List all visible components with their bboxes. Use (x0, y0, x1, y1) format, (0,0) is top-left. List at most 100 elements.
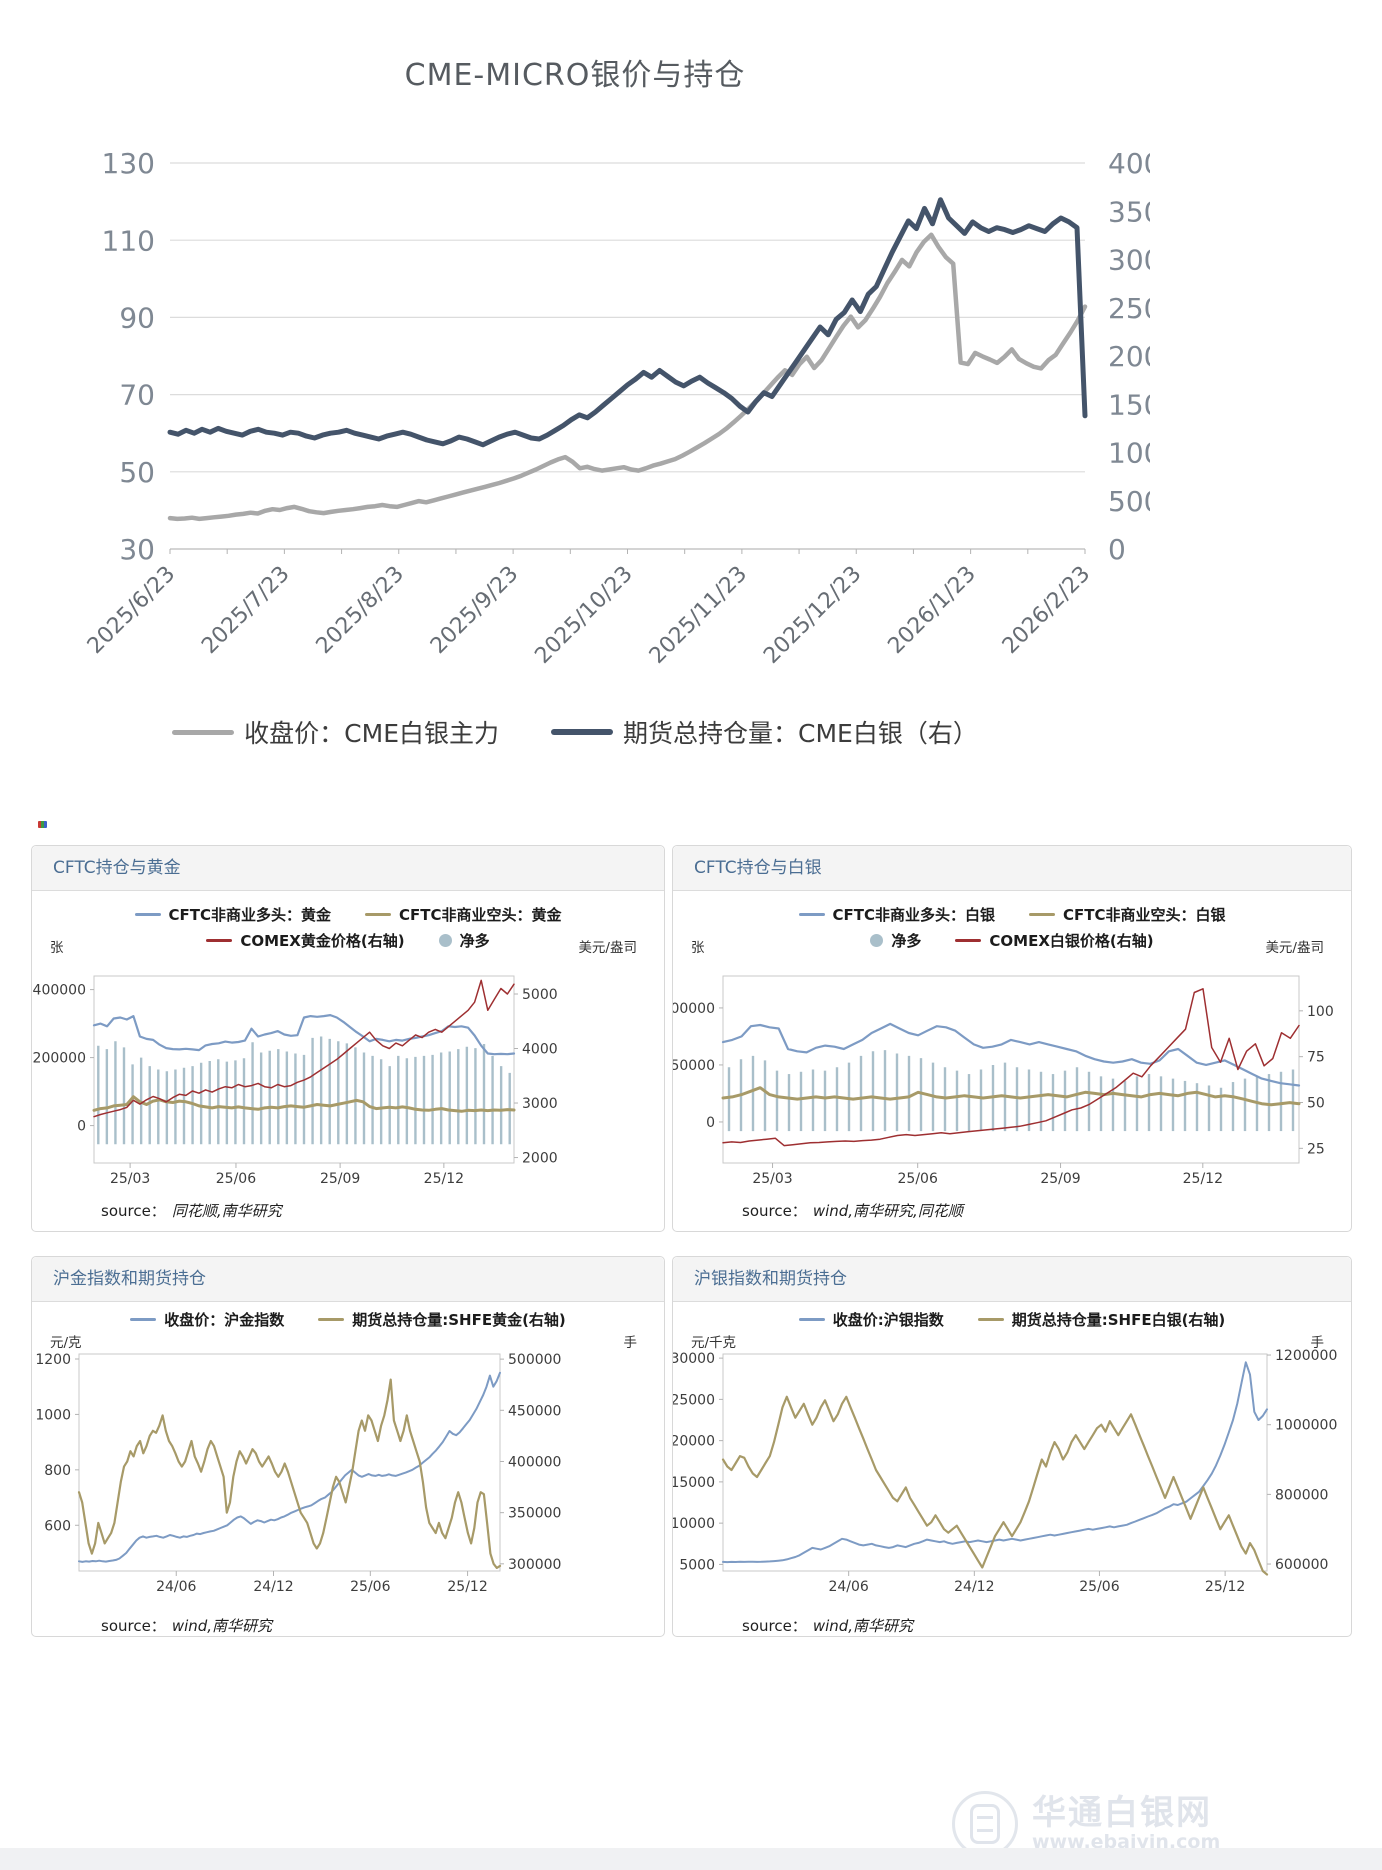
legend-item-open-interest: 期货总持仓量:SHFE黄金(右轴) (318, 1309, 566, 1330)
legend-item-index: 收盘价：沪金指数 (130, 1309, 284, 1330)
cftc-gold-chart: 25/03 25/06 25/09 25/12 400000 200000 0 5000 400… (33, 975, 558, 1187)
svg-text:24/06: 24/06 (828, 1579, 868, 1595)
svg-text:0: 0 (77, 1119, 86, 1135)
svg-text:10000: 10000 (673, 1516, 715, 1532)
source-note: source： 同花顺,南华研究 (101, 1200, 282, 1221)
svg-text:25/03: 25/03 (752, 1171, 792, 1187)
source-note: source： wind,南华研究 (742, 1615, 913, 1636)
legend-item-price: COMEX白银价格(右轴) (955, 930, 1154, 951)
svg-text:0: 0 (1108, 533, 1126, 566)
short-line-swatch (1029, 913, 1055, 916)
price-line-swatch (206, 939, 233, 942)
svg-text:24/06: 24/06 (156, 1579, 196, 1595)
panel-title: CFTC持仓与白银 (673, 846, 1351, 891)
svg-text:25/03: 25/03 (110, 1171, 150, 1187)
svg-text:5000: 5000 (1108, 485, 1150, 518)
main-chart-title: CME-MICRO银价与持仓 (404, 58, 746, 93)
svg-text:25/09: 25/09 (320, 1171, 360, 1187)
open-interest-line-swatch (551, 729, 613, 735)
legend-label: 收盘价：沪金指数 (164, 1311, 285, 1329)
short-line-swatch (365, 913, 391, 916)
index-line-swatch (130, 1318, 157, 1321)
svg-text:600000: 600000 (1275, 1557, 1328, 1573)
panel-legend-row: CFTC非商业多头：白银 CFTC非商业空头：白银 (673, 904, 1351, 925)
svg-text:20000: 20000 (1108, 340, 1150, 373)
svg-text:0: 0 (706, 1115, 715, 1131)
svg-text:1000: 1000 (35, 1407, 71, 1423)
legend-label: 期货总持仓量:SHFE白银(右轴) (1011, 1311, 1226, 1329)
left-axis-unit: 张 (691, 940, 705, 956)
svg-text:25/06: 25/06 (350, 1579, 390, 1595)
shfe-silver-chart: 24/06 24/12 25/06 25/12 30000 25000 20000 15000… (673, 1349, 1337, 1595)
panel-title: 沪银指数和期货持仓 (673, 1257, 1351, 1302)
svg-text:2025/6/23: 2025/6/23 (83, 562, 180, 659)
panel-legend-row: CFTC非商业多头：黄金 CFTC非商业空头：黄金 (32, 904, 664, 925)
svg-text:10000: 10000 (1108, 437, 1150, 470)
legend-label: CFTC非商业多头：白银 (832, 906, 996, 924)
svg-text:5000: 5000 (679, 1557, 715, 1573)
svg-text:2025/11/23: 2025/11/23 (645, 562, 752, 669)
left-axis-unit: 元/千克 (691, 1335, 737, 1351)
panel-title: 沪金指数和期货持仓 (32, 1257, 664, 1302)
svg-text:500000: 500000 (508, 1352, 561, 1368)
svg-text:25/12: 25/12 (424, 1171, 464, 1187)
legend-label: 收盘价:沪银指数 (832, 1311, 944, 1329)
source-label: source： (742, 1617, 807, 1635)
right-axis-unit: 美元/盎司 (578, 940, 637, 956)
svg-text:70: 70 (119, 379, 155, 412)
svg-text:200000: 200000 (33, 1051, 86, 1067)
svg-text:2025/7/23: 2025/7/23 (197, 562, 294, 659)
panel-cftc-silver: CFTC持仓与白银 CFTC非商业多头：白银 CFTC非商业空头：白银 净多 C… (672, 845, 1352, 1232)
panel-shfe-gold: 沪金指数和期货持仓 收盘价：沪金指数 期货总持仓量:SHFE黄金(右轴) 元/克… (31, 1256, 665, 1637)
legend-label: COMEX黄金价格(右轴) (240, 932, 405, 950)
source-value: 同花顺,南华研究 (171, 1202, 282, 1220)
svg-text:75: 75 (1307, 1050, 1325, 1066)
chart-panels-grid: CFTC持仓与黄金 CFTC非商业多头：黄金 CFTC非商业空头：黄金 COME… (31, 845, 1352, 1637)
svg-text:25000: 25000 (673, 1392, 715, 1408)
source-note: source： wind,南华研究,同花顺 (742, 1200, 963, 1221)
svg-text:25/12: 25/12 (447, 1579, 487, 1595)
legend-item-long: CFTC非商业多头：白银 (798, 904, 996, 925)
svg-text:24/12: 24/12 (954, 1579, 994, 1595)
legend-label: CFTC非商业空头：黄金 (399, 906, 562, 924)
svg-text:1000000: 1000000 (1275, 1418, 1337, 1434)
open-interest-line-swatch (318, 1318, 345, 1321)
price-line-swatch (955, 939, 982, 942)
svg-text:24/12: 24/12 (253, 1579, 293, 1595)
svg-text:50: 50 (1307, 1096, 1325, 1112)
panel-legend-row: 收盘价:沪银指数 期货总持仓量:SHFE白银(右轴) (673, 1309, 1351, 1330)
svg-text:350000: 350000 (508, 1506, 561, 1522)
legend-item-price: COMEX黄金价格(右轴) (206, 930, 405, 951)
net-long-circle-swatch (870, 934, 884, 947)
tiny-color-icon (38, 821, 47, 828)
svg-text:30000: 30000 (1108, 244, 1150, 277)
legend-label: CFTC非商业多头：黄金 (168, 906, 332, 924)
source-label: source： (742, 1202, 807, 1220)
legend-item-net-long: 净多 (870, 930, 921, 951)
legend-item-index: 收盘价:沪银指数 (798, 1309, 944, 1330)
cftc-silver-chart: 25/03 25/06 25/09 25/12 100000 50000 0 100 75 50 2… (673, 975, 1334, 1187)
svg-text:25/06: 25/06 (216, 1171, 256, 1187)
legend-label: 净多 (459, 932, 490, 950)
legend-label: 净多 (891, 932, 922, 950)
svg-text:30000: 30000 (673, 1351, 715, 1367)
panel-legend-row: 净多 COMEX白银价格(右轴) (673, 930, 1351, 951)
source-label: source： (101, 1617, 166, 1635)
main-chart-legend: 收盘价：CME白银主力 期货总持仓量：CME白银（右） (0, 714, 1150, 750)
svg-text:25000: 25000 (1108, 292, 1150, 325)
svg-text:25: 25 (1307, 1141, 1325, 1157)
source-note: source： wind,南华研究 (101, 1615, 272, 1636)
svg-text:30: 30 (119, 533, 155, 566)
right-axis-unit: 手 (623, 1335, 638, 1351)
legend-label: COMEX白银价格(右轴) (989, 932, 1154, 950)
svg-text:15000: 15000 (1108, 388, 1150, 421)
svg-text:90: 90 (119, 301, 155, 334)
source-value: wind,南华研究 (171, 1617, 273, 1635)
net-long-circle-swatch (438, 934, 452, 947)
legend-item-open-interest: 期货总持仓量：CME白银（右） (551, 714, 978, 750)
svg-text:800: 800 (44, 1463, 71, 1479)
legend-item-short: CFTC非商业空头：黄金 (365, 904, 562, 925)
svg-text:2025/9/23: 2025/9/23 (426, 562, 523, 659)
footer-band (0, 1848, 1382, 1870)
close-price-line-swatch (172, 729, 235, 735)
